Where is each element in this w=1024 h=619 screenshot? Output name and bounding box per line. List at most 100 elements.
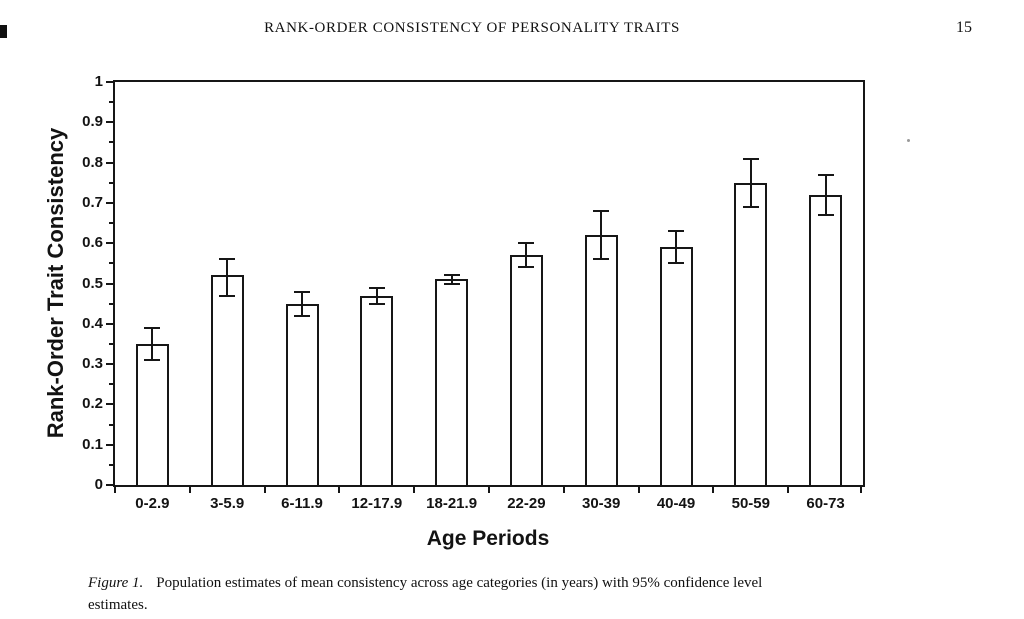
error-bar-line	[600, 210, 603, 260]
x-axis-category-label: 0-2.9	[135, 495, 170, 512]
chart-bar	[135, 343, 169, 485]
y-axis-tick-label: 0	[94, 476, 103, 493]
x-axis-category-label: 40-49	[656, 495, 696, 512]
x-axis-tick	[787, 487, 790, 493]
y-axis-tick	[106, 161, 113, 164]
error-bar-cap-top	[518, 242, 535, 245]
x-axis-tick	[114, 487, 116, 493]
error-bar-line	[675, 231, 677, 264]
y-axis-minor-tick	[109, 181, 113, 184]
x-axis-tick	[562, 487, 565, 493]
error-bar-line	[375, 287, 378, 304]
y-axis-tick	[106, 322, 113, 325]
y-axis-tick	[106, 121, 113, 124]
x-axis-category-label: 22-29	[507, 495, 546, 512]
y-axis-minor-tick	[109, 463, 113, 466]
scan-speck	[907, 139, 910, 142]
x-axis-tick	[860, 487, 862, 493]
error-bar-cap-top	[668, 230, 684, 233]
x-axis-title: Age Periods	[426, 527, 550, 550]
error-bar-line	[749, 158, 752, 207]
x-axis-category-label: 18-21.9	[426, 495, 478, 512]
figure-caption-line2: estimates.	[88, 597, 148, 613]
error-bar-cap-bottom	[368, 302, 385, 305]
chart-bar	[734, 182, 768, 485]
error-bar-cap-bottom	[742, 205, 759, 208]
y-axis-tick-label: 0.3	[82, 355, 103, 373]
error-bar-cap-bottom	[443, 282, 460, 285]
y-axis-tick-label: 0.5	[82, 274, 103, 292]
y-axis-minor-tick	[109, 383, 113, 386]
y-axis-minor-tick	[109, 342, 113, 345]
chart-bar	[584, 235, 618, 485]
y-axis-minor-tick	[109, 222, 113, 225]
x-axis-tick	[488, 487, 490, 493]
x-axis-tick	[413, 487, 416, 493]
y-axis-tick	[106, 201, 113, 204]
y-axis-minor-tick	[109, 302, 113, 305]
y-axis-minor-tick	[109, 141, 113, 144]
x-axis-category-label: 60-73	[806, 495, 845, 512]
y-axis-tick	[106, 363, 113, 366]
y-axis-minor-tick	[109, 262, 113, 265]
x-axis-category-label: 30-39	[582, 495, 621, 512]
x-axis-tick	[188, 487, 191, 493]
chart-bar	[809, 194, 843, 485]
figure-caption-line1: Figure 1. Population estimates of mean co…	[88, 572, 928, 594]
error-bar-cap-top	[144, 326, 161, 329]
error-bar-line	[301, 291, 303, 316]
x-axis-tick	[712, 487, 715, 493]
x-axis-category-label: 6-11.9	[281, 495, 323, 512]
x-axis-tick	[637, 487, 640, 493]
running-head: RANK-ORDER CONSISTENCY OF PERSONALITY TR…	[264, 20, 680, 36]
chart-bar	[435, 279, 469, 485]
error-bar-cap-bottom	[593, 258, 610, 261]
chart-bar	[360, 295, 394, 485]
figure-caption-label: Figure 1.	[88, 575, 144, 591]
x-axis-tick	[338, 487, 341, 493]
plot-area: 0 0.1 0.2 0.3 0.4 0.5 0.6 0.7 0.8 0.9 1 0-2.9 3-5.9 6…	[82, 73, 865, 512]
chart-bar	[659, 247, 693, 485]
x-axis-tick	[263, 487, 266, 493]
error-bar-cap-bottom	[219, 294, 236, 297]
y-axis-tick-label: 0.1	[82, 435, 103, 453]
y-axis-tick-label: 0.2	[82, 395, 103, 413]
x-axis-category-label: 3-5.9	[210, 495, 245, 512]
y-axis-tick-label: 0.4	[82, 314, 103, 332]
error-bar-line	[226, 259, 229, 296]
error-bar-cap-bottom	[144, 359, 161, 362]
error-bar-cap-top	[593, 209, 610, 212]
y-axis-tick-label: 1	[94, 73, 103, 90]
figure-caption-text: Population estimates of mean consistency…	[156, 575, 763, 591]
y-axis-tick-label: 0.7	[82, 193, 103, 211]
x-axis-category-label: 12-17.9	[351, 495, 403, 512]
y-axis-tick	[106, 443, 113, 446]
y-axis-tick	[106, 282, 113, 285]
y-axis-tick-label: 0.9	[82, 113, 103, 131]
error-bar-line	[450, 275, 453, 284]
error-bar-cap-bottom	[518, 266, 535, 269]
y-axis-minor-tick	[109, 101, 113, 104]
y-axis-tick	[106, 242, 113, 245]
y-axis-minor-tick	[109, 423, 113, 426]
error-bar-cap-bottom	[817, 213, 834, 216]
chart-bar	[509, 255, 543, 485]
error-bar-line	[824, 174, 827, 215]
error-bar-cap-bottom	[294, 314, 310, 317]
y-axis-tick-label: 0.8	[82, 153, 103, 171]
error-bar-cap-top	[443, 274, 460, 277]
error-bar-cap-top	[817, 173, 834, 176]
error-bar-cap-top	[294, 290, 310, 293]
page-number: 15	[956, 19, 972, 36]
figure-caption: Figure 1. Population estimates of mean co…	[88, 572, 928, 616]
y-axis-tick-label: 0.6	[82, 234, 103, 252]
chart-bar	[285, 303, 319, 485]
error-bar-cap-bottom	[668, 262, 684, 265]
error-bar-line	[151, 327, 154, 361]
x-axis-category-label: 50-59	[731, 495, 770, 512]
scan-artifact	[0, 25, 7, 38]
y-axis-tick	[106, 484, 113, 486]
error-bar-cap-top	[368, 286, 385, 289]
error-bar-cap-top	[742, 157, 759, 160]
